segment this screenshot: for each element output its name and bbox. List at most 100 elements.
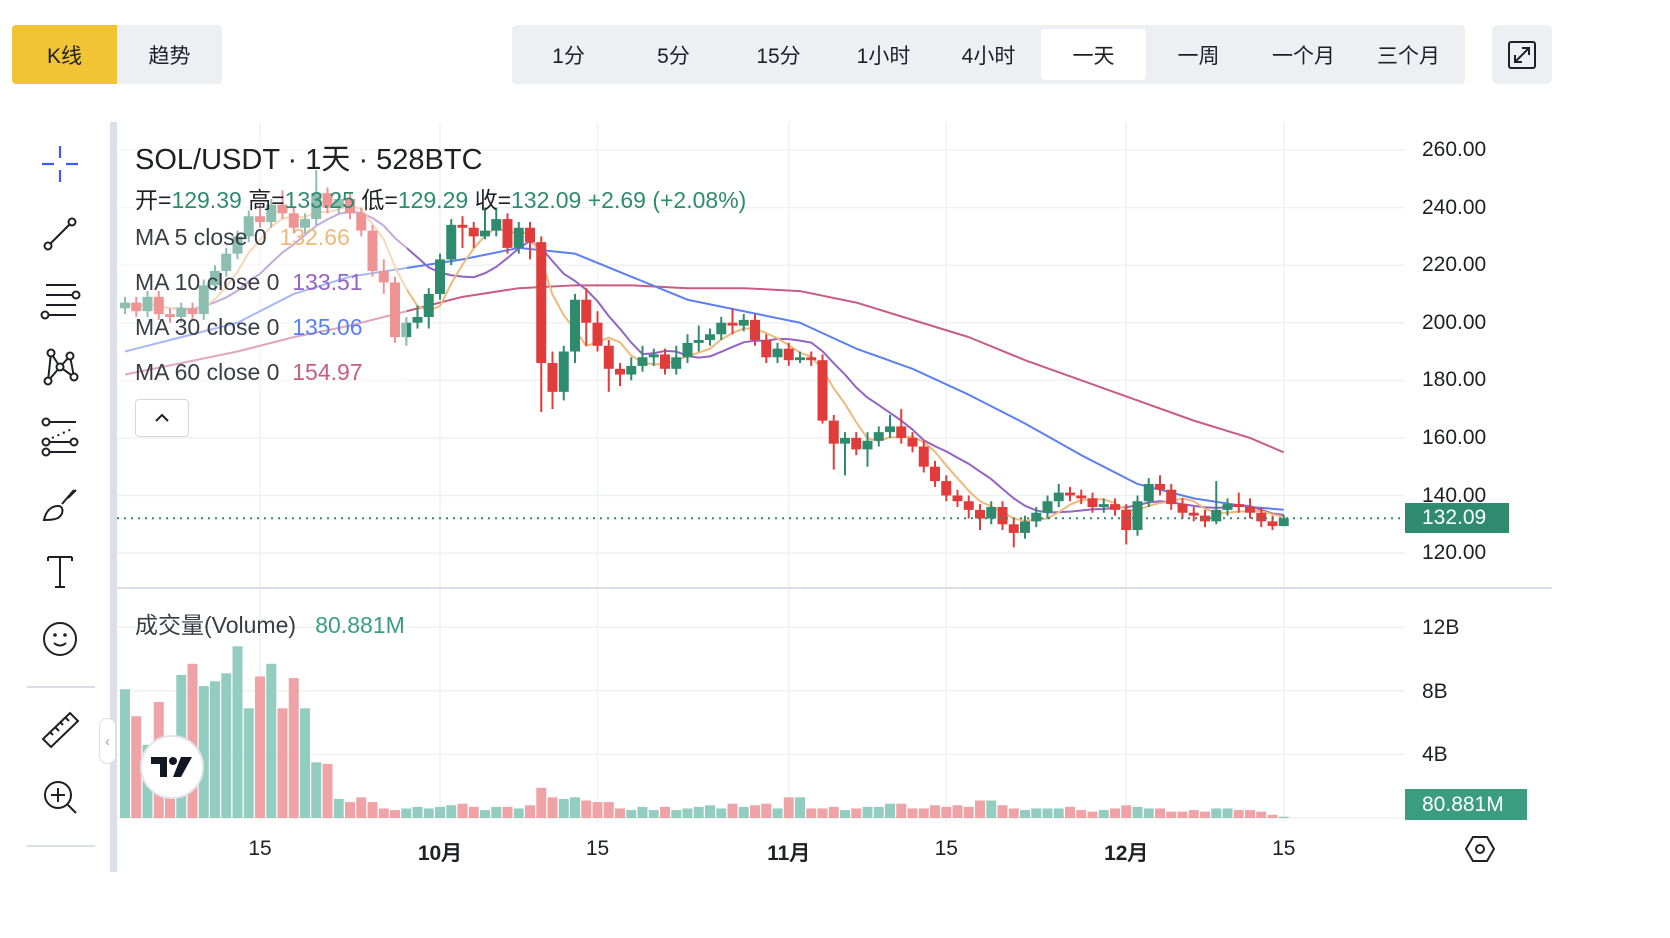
candle-body <box>221 253 232 271</box>
chart-settings-button[interactable] <box>1464 834 1496 869</box>
candle-body <box>727 322 738 326</box>
candle-body <box>142 296 153 312</box>
candle-body <box>817 360 828 421</box>
volume-bar <box>198 686 209 818</box>
tool-brush-button[interactable] <box>31 480 91 530</box>
interval-7[interactable]: 一个月 <box>1272 44 1335 68</box>
time-tick: 15 <box>1272 837 1296 860</box>
interval-5[interactable]: 一天 <box>1041 29 1146 80</box>
tradingview-logo[interactable] <box>140 735 204 799</box>
candle-body <box>637 357 648 366</box>
interval-0[interactable]: 1分 <box>552 44 585 68</box>
candle-body <box>603 345 614 369</box>
candle-body <box>345 198 355 214</box>
toolbar-edge <box>110 122 117 872</box>
volume-tick: 4B <box>1422 743 1448 766</box>
tool-zoom-in-button[interactable] <box>31 773 91 823</box>
candle-body <box>615 368 625 375</box>
interval-6[interactable]: 一周 <box>1177 44 1220 68</box>
volume-bar <box>817 808 828 818</box>
zoom-in-icon <box>44 781 77 814</box>
candle-body <box>738 319 749 326</box>
candle-body <box>423 293 434 317</box>
tab-kline[interactable]: K线 <box>12 25 117 84</box>
candle-body <box>480 230 490 237</box>
volume-bar <box>682 808 693 818</box>
volume-bar <box>885 803 895 818</box>
volume-bar <box>997 805 1008 818</box>
volume-bar <box>1177 811 1188 818</box>
volume-bar <box>390 810 400 818</box>
candle-body <box>941 481 952 496</box>
volume-bar <box>671 810 682 818</box>
volume-bar <box>536 787 547 818</box>
tool-ruler-button[interactable] <box>31 705 91 755</box>
volume-bar <box>288 678 299 818</box>
volume-bar <box>435 806 445 818</box>
interval-1[interactable]: 5分 <box>657 44 690 68</box>
high-value: 133.25 <box>284 187 355 213</box>
tool-trendline-button[interactable] <box>31 208 91 258</box>
price-tick: 200.00 <box>1422 310 1487 334</box>
time-tick: 11月 <box>767 842 811 865</box>
candle-body <box>750 319 760 341</box>
interval-8[interactable]: 三个月 <box>1377 44 1440 68</box>
volume-bar <box>513 808 524 818</box>
candle-body <box>198 285 209 315</box>
ma-value: 135.06 <box>292 314 363 340</box>
tab-trend[interactable]: 趋势 <box>117 25 222 84</box>
ma30-line <box>124 246 1284 511</box>
volume-bar <box>1267 814 1278 818</box>
time-tick: 15 <box>934 837 958 860</box>
interval-4[interactable]: 4小时 <box>961 44 1016 68</box>
interval-2[interactable]: 15分 <box>756 44 801 68</box>
tool-fib-channel-button[interactable] <box>31 412 91 462</box>
candle-body <box>356 213 367 231</box>
candle-body <box>311 193 322 220</box>
current-volume-tag: 80.881M <box>1405 789 1527 820</box>
tradingview-logo-icon <box>151 757 192 777</box>
volume-tick: 8B <box>1422 679 1448 703</box>
tool-emoji-button[interactable] <box>31 615 91 665</box>
ma-label: MA 10 close 0 <box>135 269 280 295</box>
volume-bar <box>873 806 884 818</box>
volume-bar <box>1278 816 1289 818</box>
candle-body <box>581 299 592 323</box>
volume-bar <box>896 803 907 818</box>
brush-icon <box>42 489 77 522</box>
volume-bar <box>232 646 243 818</box>
candle-body <box>502 219 513 248</box>
tool-text-button[interactable] <box>31 547 91 597</box>
tool-pattern-button[interactable] <box>31 343 91 393</box>
candle-body <box>716 322 727 335</box>
tool-horizontal-lines-button[interactable] <box>31 275 91 325</box>
volume-bar <box>693 806 704 818</box>
candle-body <box>1166 489 1177 505</box>
low-label: 低= <box>361 187 398 213</box>
tool-crosshair-button[interactable] <box>31 140 91 190</box>
price-tick: 260.00 <box>1422 138 1487 161</box>
collapse-toolbar-button[interactable]: ‹ <box>99 718 116 764</box>
volume-bar <box>345 802 355 818</box>
pattern-icon <box>43 348 79 386</box>
volume-bar <box>716 808 727 818</box>
ohlc-readout: 开=129.39 高=133.25 低=129.29 收=132.09 +2.6… <box>135 181 746 215</box>
volume-bar <box>772 808 783 818</box>
candle-body <box>806 357 817 361</box>
interval-3[interactable]: 1小时 <box>856 44 911 68</box>
volume-bar <box>1256 811 1267 818</box>
candle-body <box>682 342 693 358</box>
volume-bar <box>221 673 232 818</box>
volume-bar <box>131 716 142 818</box>
volume-bar <box>120 689 130 818</box>
collapse-legend-button[interactable] <box>135 399 189 437</box>
candle-body <box>176 308 187 317</box>
candle-body <box>1110 504 1120 510</box>
candle-body <box>693 340 704 343</box>
candle-body <box>648 354 659 358</box>
candle-body <box>165 314 175 317</box>
volume-bar <box>1042 808 1053 818</box>
fullscreen-button[interactable] <box>1492 25 1552 84</box>
volume-bar <box>738 806 749 818</box>
